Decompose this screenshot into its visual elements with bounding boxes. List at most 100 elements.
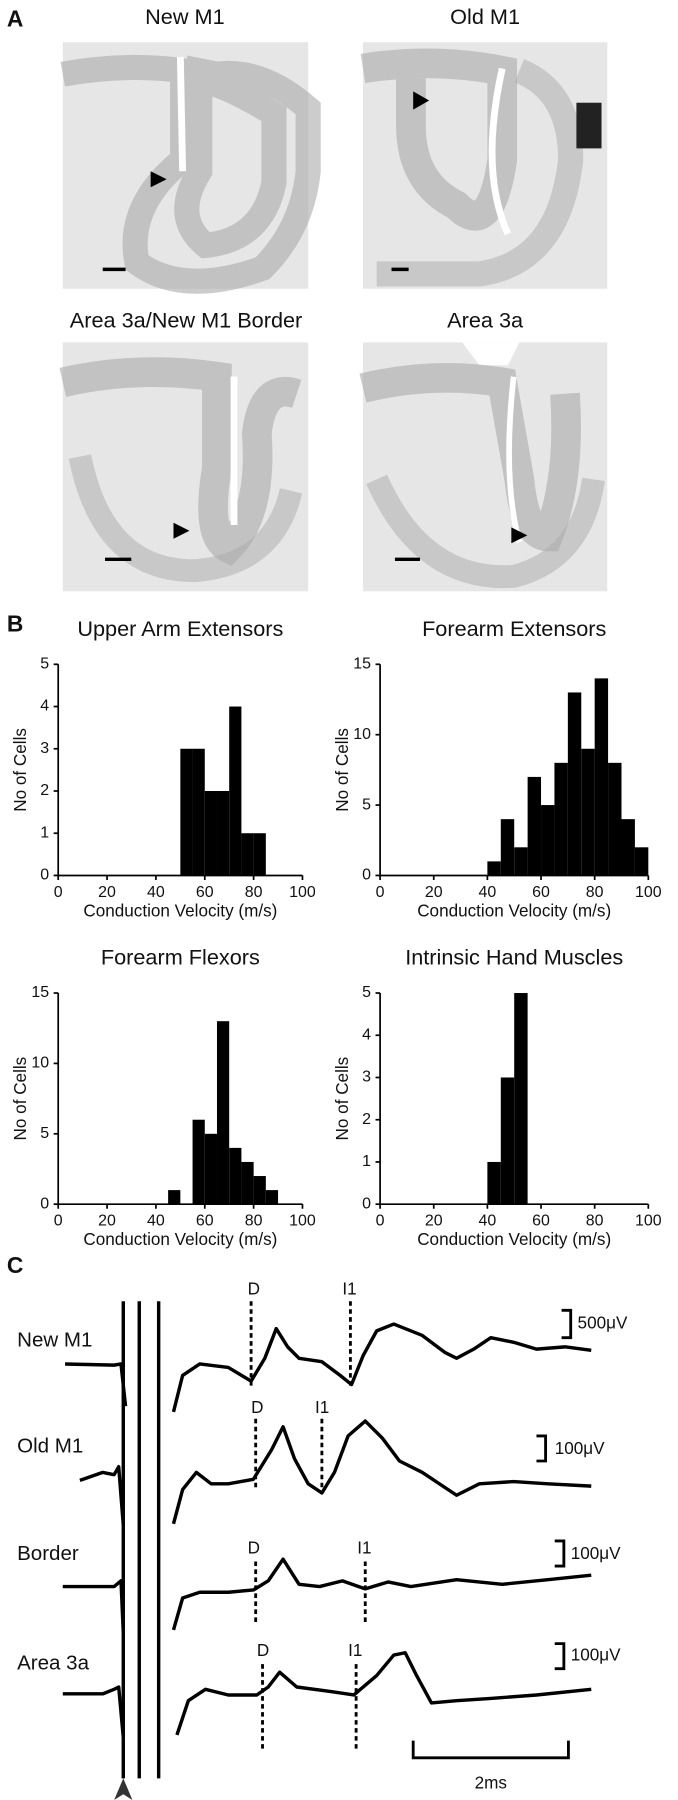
y-tick-label: 1 (362, 1153, 371, 1170)
bar (180, 748, 193, 876)
image-title: Area 3a (447, 308, 524, 333)
y-tick-label: 0 (362, 1195, 371, 1212)
bar (204, 790, 217, 876)
y-axis-label: No of Cells (333, 728, 352, 812)
x-tick-label: 60 (532, 884, 550, 901)
trace (79, 1419, 592, 1526)
i1-label: I1 (342, 1279, 356, 1298)
y-tick-label: 5 (40, 656, 49, 673)
amplitude-label: 100μV (571, 1646, 621, 1665)
bar (168, 1190, 181, 1205)
bar (527, 776, 542, 876)
x-tick-label: 80 (245, 1213, 263, 1230)
y-axis-label: No of Cells (11, 728, 30, 812)
x-tick-label: 60 (196, 1213, 214, 1230)
time-scale-label: 2ms (475, 1774, 507, 1793)
bar (192, 1119, 205, 1205)
y-tick-label: 15 (31, 984, 49, 1001)
bar (541, 805, 555, 876)
chart-title: Upper Arm Extensors (77, 616, 283, 641)
y-tick-label: 5 (40, 1125, 49, 1142)
histology-image (60, 42, 321, 294)
x-tick-label: 80 (245, 884, 263, 901)
y-tick-label: 4 (362, 1026, 371, 1043)
d-label: D (257, 1641, 269, 1660)
trace-label: Area 3a (17, 1652, 89, 1675)
histology-image (360, 42, 608, 289)
x-tick-label: 60 (532, 1213, 550, 1230)
y-tick-label: 0 (362, 867, 371, 884)
x-axis-label: Conduction Velocity (m/s) (417, 1230, 611, 1249)
x-tick-label: 40 (147, 884, 165, 901)
amplitude-scale (554, 1539, 566, 1568)
panel-label: A (7, 6, 23, 32)
bar (621, 819, 635, 876)
bar (594, 678, 609, 876)
bar (216, 790, 230, 876)
panel-label: C (7, 1252, 23, 1278)
x-tick-label: 100 (289, 1213, 316, 1230)
d-label: D (248, 1279, 260, 1298)
bar (204, 1133, 217, 1205)
bar (514, 847, 528, 876)
bar (634, 847, 649, 876)
x-tick-label: 0 (54, 1213, 63, 1230)
x-axis-label: Conduction Velocity (m/s) (83, 902, 277, 921)
x-tick-label: 80 (586, 884, 604, 901)
bar (216, 1021, 230, 1205)
y-tick-label: 3 (362, 1069, 371, 1086)
d-label: D (251, 1398, 263, 1417)
i1-label: I1 (315, 1398, 329, 1417)
x-tick-label: 0 (54, 884, 63, 901)
bar (500, 819, 515, 876)
image-title: Area 3a/New M1 Border (70, 308, 302, 333)
x-tick-label: 40 (479, 1213, 497, 1230)
x-axis-label: Conduction Velocity (m/s) (83, 1230, 277, 1249)
x-tick-label: 100 (289, 884, 316, 901)
x-tick-label: 100 (635, 884, 662, 901)
x-tick-label: 100 (635, 1213, 662, 1230)
trace (62, 1651, 592, 1738)
y-tick-label: 2 (362, 1111, 371, 1128)
y-axis-label: No of Cells (11, 1057, 30, 1141)
y-tick-label: 15 (353, 656, 371, 673)
y-tick-label: 0 (40, 1195, 49, 1212)
amplitude-label: 500μV (578, 1314, 628, 1333)
x-tick-label: 80 (586, 1213, 604, 1230)
trace-label: Old M1 (17, 1435, 83, 1458)
x-tick-label: 0 (376, 884, 385, 901)
i1-label: I1 (348, 1641, 362, 1660)
bar (487, 861, 501, 876)
chart-title: Forearm Flexors (101, 945, 260, 970)
trace-label: Border (17, 1542, 79, 1565)
image-title: Old M1 (450, 4, 520, 29)
bar (554, 762, 568, 876)
x-tick-label: 20 (425, 884, 443, 901)
bar (241, 833, 254, 876)
bar (514, 993, 528, 1205)
amplitude-scale (561, 1308, 573, 1340)
y-tick-label: 4 (40, 698, 49, 715)
bar (487, 1161, 501, 1205)
y-tick-label: 5 (362, 796, 371, 813)
bar (500, 1077, 515, 1205)
y-tick-label: 0 (40, 867, 49, 884)
bar (581, 748, 595, 876)
time-scale (411, 1740, 570, 1760)
histology-image (359, 342, 608, 592)
bar (241, 1161, 254, 1205)
y-tick-label: 10 (353, 726, 371, 743)
y-tick-label: 10 (31, 1055, 49, 1072)
amplitude-scale (536, 1434, 548, 1463)
bar (229, 1147, 242, 1205)
x-tick-label: 40 (479, 884, 497, 901)
bar (253, 1176, 266, 1205)
x-axis-label: Conduction Velocity (m/s) (417, 902, 611, 921)
bar (229, 706, 242, 876)
y-axis-label: No of Cells (333, 1057, 352, 1141)
bar (608, 762, 622, 876)
x-tick-label: 60 (196, 884, 214, 901)
bar (265, 1190, 279, 1205)
bar (253, 833, 266, 876)
histology-image (59, 342, 309, 592)
